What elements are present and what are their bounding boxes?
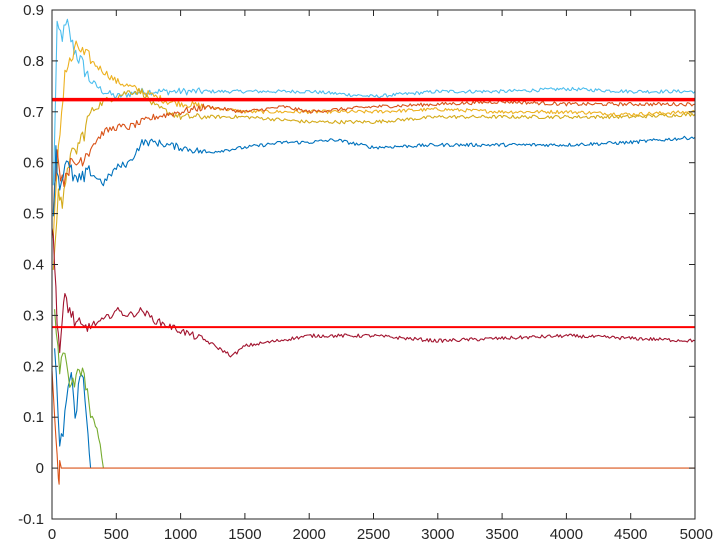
y-tick-label: 0.9 (23, 2, 44, 19)
y-tick-label: 0.4 (23, 257, 44, 274)
series-line-4 (52, 99, 696, 213)
series-layer (51, 18, 696, 485)
series-line-2 (52, 40, 696, 238)
series-line-7 (54, 348, 92, 469)
x-tick-label: 0 (48, 526, 56, 543)
series-line-9 (51, 370, 695, 485)
y-tick-label: 0 (36, 460, 44, 477)
x-tick-label: 2000 (293, 526, 326, 543)
y-tick-label: -0.1 (18, 511, 44, 528)
x-tick-label: 3000 (421, 526, 454, 543)
y-tick-label: 0.2 (23, 358, 44, 375)
x-tick-label: 4500 (614, 526, 647, 543)
x-tick-label: 1500 (228, 526, 261, 543)
series-line-5 (52, 135, 696, 217)
series-line-3 (52, 88, 696, 270)
y-tick-label: 0.6 (23, 155, 44, 172)
y-tick-label: 0.5 (23, 206, 44, 223)
series-line-6 (51, 228, 696, 358)
y-tick-label: 0.8 (23, 53, 44, 70)
series-line-1 (52, 18, 696, 186)
y-tick-label: 0.7 (23, 104, 44, 121)
y-tick-label: 0.3 (23, 307, 44, 324)
x-tick-label: 4000 (550, 526, 583, 543)
x-tick-label: 500 (104, 526, 129, 543)
y-tick-label: 0.1 (23, 409, 44, 426)
x-tick-label: 5000 (680, 526, 713, 543)
series-line-8 (54, 309, 104, 469)
y-axis: -0.1 0 0.1 0.2 0.3 0.4 0.5 0.6 0.7 0.8 0.9 (18, 2, 695, 528)
x-tick-label: 1000 (164, 526, 197, 543)
x-axis: 0 500 1000 1500 2000 2500 3000 3500 4000 4500 5000 (48, 10, 713, 543)
x-tick-label: 3500 (485, 526, 518, 543)
reference-lines (52, 97, 695, 329)
x-tick-label: 2500 (357, 526, 390, 543)
